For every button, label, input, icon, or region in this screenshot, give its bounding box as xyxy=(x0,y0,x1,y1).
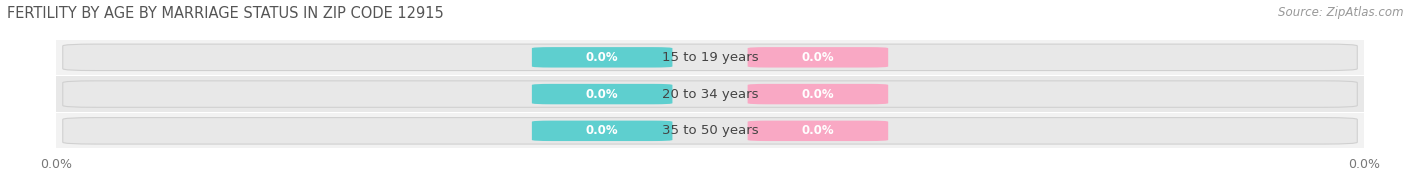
FancyBboxPatch shape xyxy=(63,118,1357,144)
Text: 15 to 19 years: 15 to 19 years xyxy=(662,51,758,64)
FancyBboxPatch shape xyxy=(748,121,889,141)
FancyBboxPatch shape xyxy=(748,47,889,68)
Bar xyxy=(56,40,1364,75)
Text: 0.0%: 0.0% xyxy=(586,51,619,64)
FancyBboxPatch shape xyxy=(748,84,889,104)
Text: FERTILITY BY AGE BY MARRIAGE STATUS IN ZIP CODE 12915: FERTILITY BY AGE BY MARRIAGE STATUS IN Z… xyxy=(7,6,444,21)
FancyBboxPatch shape xyxy=(531,84,672,104)
FancyBboxPatch shape xyxy=(63,81,1357,107)
Text: 20 to 34 years: 20 to 34 years xyxy=(662,88,758,101)
FancyBboxPatch shape xyxy=(531,47,672,68)
Text: 0.0%: 0.0% xyxy=(586,88,619,101)
Bar xyxy=(56,113,1364,149)
Text: 0.0%: 0.0% xyxy=(801,51,834,64)
Text: 0.0%: 0.0% xyxy=(801,124,834,137)
Text: 0.0%: 0.0% xyxy=(801,88,834,101)
Bar xyxy=(56,76,1364,112)
FancyBboxPatch shape xyxy=(531,121,672,141)
Text: 0.0%: 0.0% xyxy=(586,124,619,137)
Text: Source: ZipAtlas.com: Source: ZipAtlas.com xyxy=(1278,6,1403,19)
Text: 35 to 50 years: 35 to 50 years xyxy=(662,124,758,137)
FancyBboxPatch shape xyxy=(63,44,1357,71)
